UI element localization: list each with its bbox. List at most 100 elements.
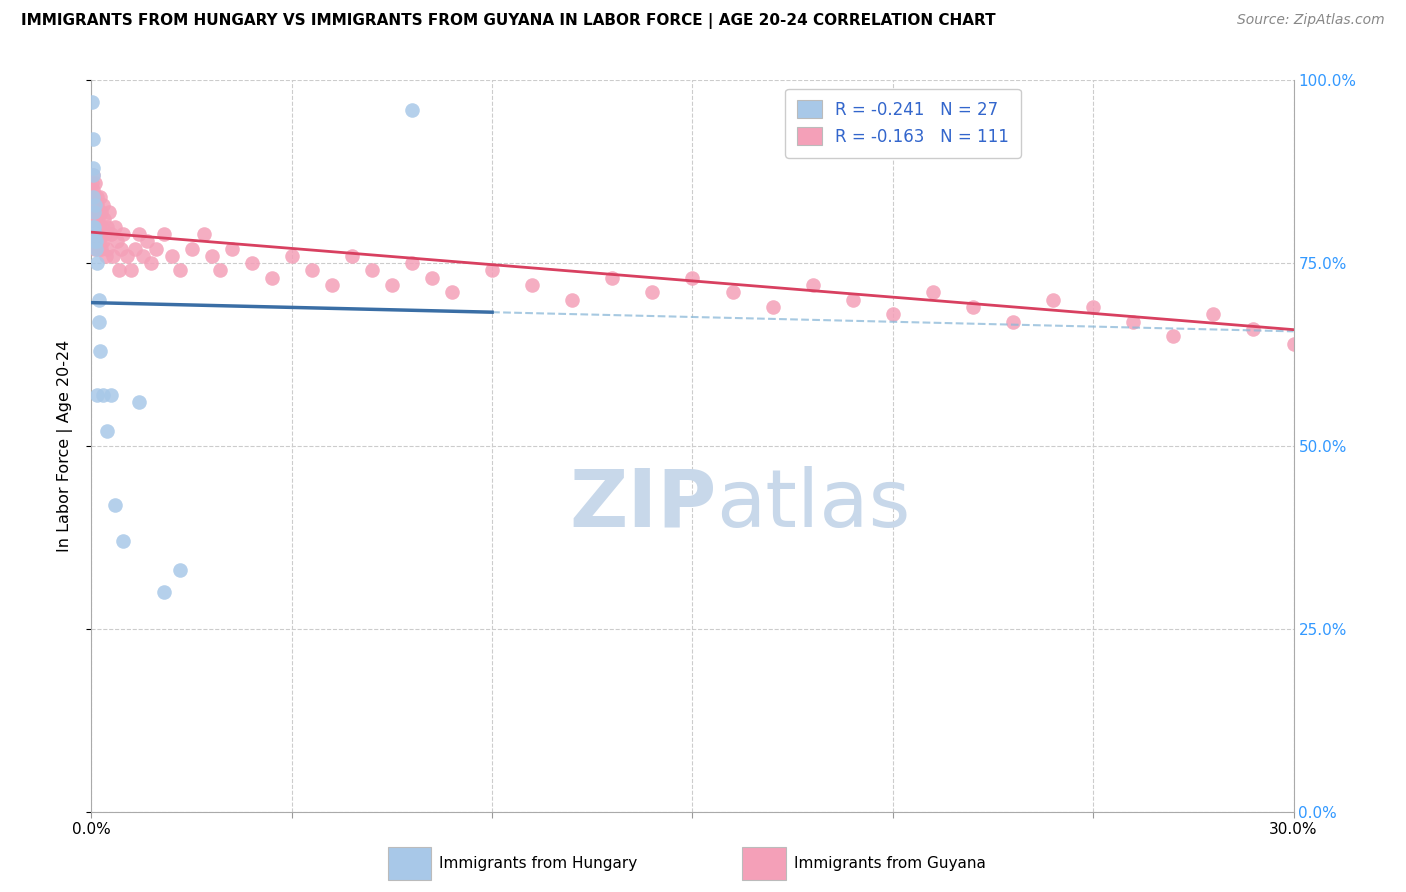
Point — [90, 219, 112, 234]
Point — [86, 256, 108, 270]
Point — [83, 205, 105, 219]
Point — [440, 285, 463, 300]
Point — [193, 227, 215, 241]
Point — [1403, 343, 1406, 358]
Point — [84, 212, 107, 227]
Point — [82, 183, 104, 197]
Point — [84, 234, 107, 248]
Point — [83, 234, 105, 248]
Point — [82, 227, 104, 241]
Point — [128, 227, 150, 241]
Point — [112, 227, 135, 241]
Point — [84, 227, 107, 241]
Text: Immigrants from Hungary: Immigrants from Hungary — [439, 855, 637, 871]
Point — [90, 242, 112, 256]
Point — [82, 169, 104, 183]
Point — [721, 285, 744, 300]
Point — [841, 293, 863, 307]
Point — [93, 212, 115, 227]
Point — [103, 249, 125, 263]
Point — [87, 242, 110, 256]
Point — [124, 242, 146, 256]
Point — [89, 219, 111, 234]
Point — [132, 249, 155, 263]
Point — [83, 197, 105, 211]
Point — [180, 242, 202, 256]
Point — [381, 278, 404, 293]
Point — [84, 205, 107, 219]
Point — [107, 234, 129, 248]
Point — [100, 227, 122, 241]
Point — [1282, 336, 1305, 351]
Point — [83, 219, 105, 234]
Point — [922, 285, 945, 300]
Text: IMMIGRANTS FROM HUNGARY VS IMMIGRANTS FROM GUYANA IN LABOR FORCE | AGE 20-24 COR: IMMIGRANTS FROM HUNGARY VS IMMIGRANTS FR… — [21, 13, 995, 29]
Point — [208, 263, 231, 277]
Point — [110, 242, 132, 256]
Point — [82, 95, 104, 110]
Point — [82, 219, 104, 234]
Point — [962, 300, 984, 314]
Point — [301, 263, 323, 277]
Point — [1362, 329, 1385, 343]
Point — [93, 388, 115, 402]
Point — [281, 249, 304, 263]
Point — [94, 249, 117, 263]
Legend: R = -0.241   N = 27, R = -0.163   N = 111: R = -0.241 N = 27, R = -0.163 N = 111 — [785, 88, 1021, 158]
Point — [481, 263, 503, 277]
Point — [169, 263, 191, 277]
Point — [401, 256, 423, 270]
Point — [141, 256, 163, 270]
Point — [420, 270, 443, 285]
Point — [82, 176, 104, 190]
Point — [86, 190, 108, 204]
Point — [145, 242, 167, 256]
Point — [84, 176, 107, 190]
Point — [240, 256, 263, 270]
Point — [321, 278, 343, 293]
Point — [1122, 315, 1144, 329]
Point — [128, 395, 150, 409]
Point — [89, 190, 111, 204]
Text: ZIP: ZIP — [569, 466, 717, 543]
Point — [83, 205, 105, 219]
Point — [104, 498, 127, 512]
Point — [90, 205, 112, 219]
Point — [82, 169, 104, 183]
Point — [89, 343, 111, 358]
Point — [87, 205, 110, 219]
Point — [84, 242, 107, 256]
Point — [152, 227, 174, 241]
Point — [360, 263, 382, 277]
Point — [602, 270, 624, 285]
Point — [84, 234, 107, 248]
Point — [169, 563, 191, 577]
Point — [83, 197, 105, 211]
Bar — [388, 847, 432, 880]
Point — [201, 249, 224, 263]
Point — [1163, 329, 1185, 343]
Point — [82, 190, 104, 204]
Point — [160, 249, 183, 263]
Point — [96, 425, 118, 439]
Point — [522, 278, 544, 293]
Point — [80, 205, 103, 219]
Point — [82, 132, 104, 146]
Point — [112, 534, 135, 549]
Point — [1243, 322, 1265, 336]
Point — [104, 219, 127, 234]
Point — [89, 315, 111, 329]
Point — [87, 293, 110, 307]
Point — [401, 103, 423, 117]
Point — [87, 234, 110, 248]
Point — [260, 270, 283, 285]
Point — [762, 300, 785, 314]
Point — [1323, 315, 1346, 329]
Point — [94, 227, 117, 241]
Point — [86, 388, 108, 402]
Point — [91, 197, 114, 211]
Point — [82, 212, 104, 227]
Point — [1001, 315, 1024, 329]
Text: atlas: atlas — [717, 466, 911, 543]
Point — [84, 234, 107, 248]
